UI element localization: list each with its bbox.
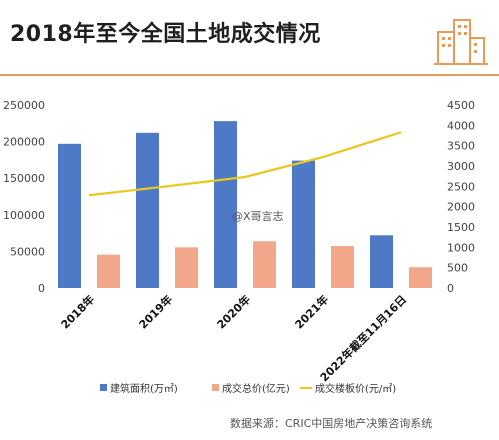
bar-area (292, 160, 315, 288)
right-tick-label: 0 (447, 282, 454, 295)
left-tick-label: 0 (38, 282, 45, 295)
bar-total (97, 254, 120, 288)
category-label: 2020年 (214, 292, 253, 331)
source-note: 数据来源：CRIC中国房地产决策咨询系统 (230, 417, 433, 430)
left-axis: 0 50000 100000 150000 200000 250000 (3, 99, 45, 295)
right-tick-label: 2500 (447, 180, 475, 193)
bar-area (58, 143, 81, 288)
left-tick-label: 250000 (3, 99, 45, 112)
price-line (88, 131, 402, 197)
right-tick-label: 3500 (447, 140, 475, 153)
bar-total (409, 267, 432, 288)
category-label: 2019年 (136, 292, 175, 331)
right-tick-label: 2000 (447, 201, 475, 214)
price-line-group (88, 131, 402, 197)
bar-area (370, 235, 393, 288)
right-tick-label: 500 (447, 262, 468, 275)
legend-label: 建筑面积(万㎡) (110, 382, 178, 395)
right-tick-label: 1000 (447, 241, 475, 254)
left-tick-label: 50000 (10, 245, 45, 258)
left-tick-label: 200000 (3, 136, 45, 149)
legend-swatch (212, 384, 219, 391)
right-tick-label: 1500 (447, 221, 475, 234)
legend: 建筑面积(万㎡) 成交总价(亿元) 成交楼板价(元/㎡) (100, 382, 396, 395)
left-tick-label: 150000 (3, 172, 45, 185)
title-divider (0, 74, 499, 76)
bar-total (175, 247, 198, 288)
legend-label: 成交总价(亿元) (222, 382, 290, 395)
legend-swatch (100, 384, 107, 391)
bar-area (136, 132, 159, 288)
right-tick-label: 3000 (447, 160, 475, 173)
land-transaction-chart: 0 50000 100000 150000 200000 250000 0 500 1000 1… (3, 99, 475, 395)
category-label: 2021年 (292, 292, 331, 331)
watermark: @X哥言志 (232, 210, 284, 223)
left-tick-label: 100000 (3, 209, 45, 222)
bar-total (253, 241, 276, 288)
right-tick-label: 4500 (447, 99, 475, 112)
bar-total (331, 246, 354, 288)
right-axis: 0 500 1000 1500 2000 2500 3000 3500 4000 4500 (447, 99, 475, 295)
right-tick-label: 4000 (447, 119, 475, 132)
page-title: 2018年至今全国土地成交情况 (10, 22, 321, 47)
bars-group (58, 121, 432, 288)
category-label: 2022年截至11月16日 (317, 292, 409, 384)
legend-label: 成交楼板价(元/㎡) (315, 382, 396, 395)
bar-area (214, 121, 237, 288)
buildings-logo-icon (434, 19, 488, 65)
category-label: 2018年 (58, 292, 97, 331)
